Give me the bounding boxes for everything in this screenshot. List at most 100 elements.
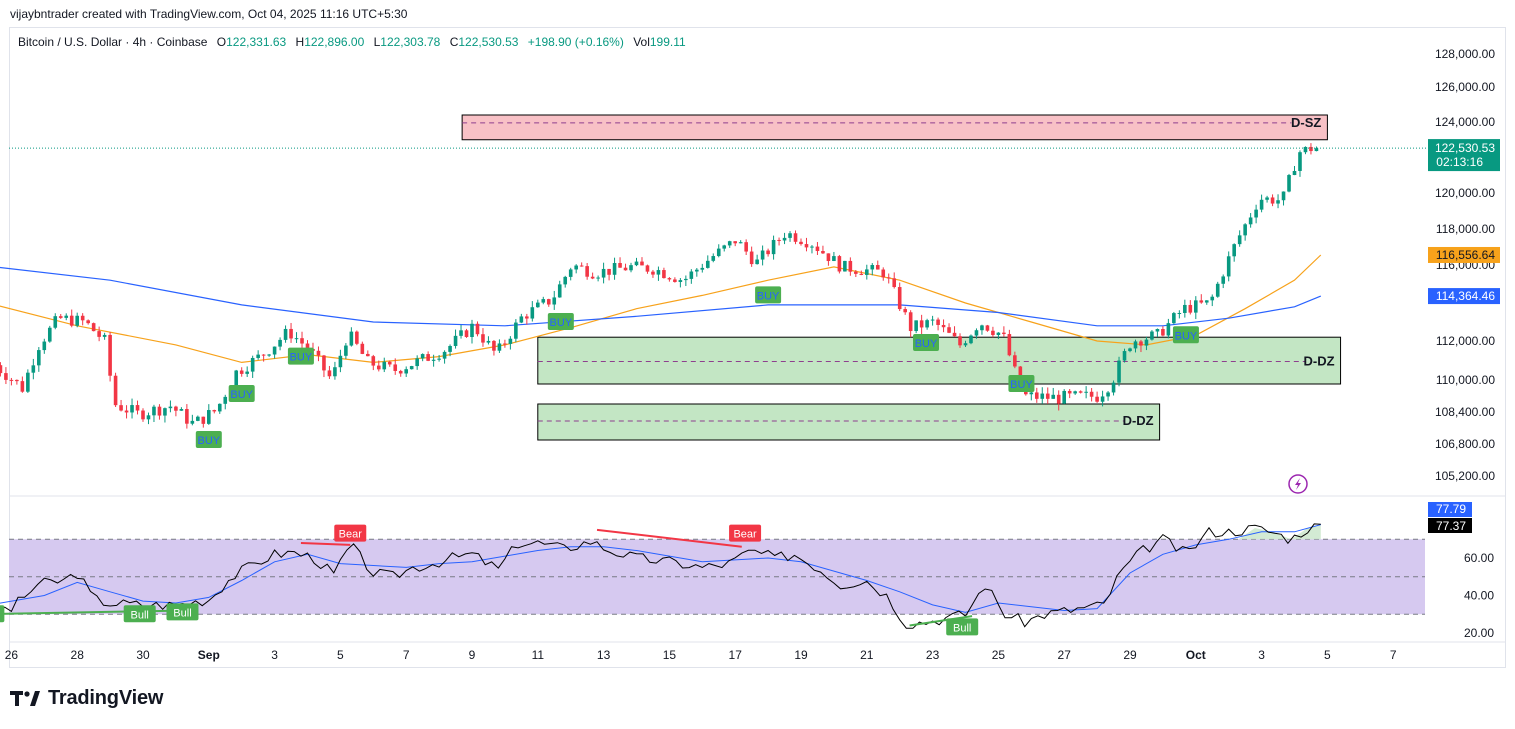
buy-signal[interactable]: BUY — [913, 333, 940, 351]
candle-body — [168, 406, 173, 409]
candle-body — [9, 379, 14, 381]
candle-body — [881, 269, 886, 278]
candle-body — [344, 345, 348, 356]
buy-signal[interactable]: BUY — [755, 286, 782, 304]
candle — [1128, 347, 1132, 353]
time-tick-label: 5 — [337, 648, 344, 662]
candle-body — [684, 278, 688, 281]
demand-zone[interactable] — [537, 403, 1161, 441]
symbol-title[interactable]: Bitcoin / U.S. Dollar · 4h · Coinbase — [18, 35, 208, 49]
bear-divergence-tag[interactable]: Bear — [729, 524, 762, 542]
candle-body — [947, 327, 951, 333]
candle-body — [508, 338, 513, 344]
lightning-icon[interactable] — [1288, 474, 1308, 494]
candle — [700, 263, 705, 273]
bull-divergence-tag[interactable]: Bull — [166, 603, 199, 621]
divergence-tag-box — [334, 524, 367, 542]
candle-body — [897, 287, 902, 310]
candle — [980, 324, 984, 335]
candle-body — [261, 354, 266, 356]
candle-body — [1161, 329, 1165, 336]
candle-body — [234, 370, 239, 388]
candle — [481, 328, 485, 347]
price-tick-label: 120,000.00 — [1435, 186, 1495, 200]
candle-body — [1215, 283, 1220, 297]
buy-signal-label: BUY — [1175, 330, 1198, 342]
candle — [119, 399, 123, 412]
candle — [881, 267, 886, 281]
candle-body — [673, 279, 677, 282]
candle — [843, 260, 847, 272]
candle-body — [190, 420, 195, 424]
candle-body — [371, 356, 376, 366]
candle-body — [497, 343, 502, 351]
bull-divergence-tag[interactable]: Bull — [946, 618, 979, 636]
candle-body — [272, 346, 277, 355]
candle-body — [760, 250, 765, 260]
candle-body — [113, 375, 118, 406]
demand-zone[interactable] — [537, 336, 1342, 385]
price-tick-label: 110,000.00 — [1436, 373, 1495, 387]
candle-body — [64, 315, 69, 318]
candle — [865, 264, 869, 280]
candle-body — [163, 408, 167, 416]
candle-body — [1111, 382, 1116, 393]
candle — [711, 253, 716, 263]
candle — [470, 319, 474, 344]
supply-zone[interactable] — [461, 114, 1328, 141]
buy-signal[interactable]: BUY — [195, 431, 222, 448]
open-value: 122,331.63 — [226, 35, 287, 49]
candle-body — [360, 343, 365, 354]
bear-divergence-tag[interactable]: Bear — [334, 524, 367, 542]
candle — [908, 310, 913, 338]
bull-divergence-tag[interactable]: Bull — [0, 605, 5, 623]
candle-body — [503, 343, 507, 345]
candle — [344, 343, 348, 359]
candle-body — [705, 260, 710, 268]
candle — [749, 246, 754, 267]
high-label: H — [295, 35, 305, 49]
candle — [1144, 336, 1149, 351]
candle — [322, 354, 326, 378]
candle-body — [245, 371, 249, 374]
candle — [1155, 328, 1160, 338]
candle-body — [135, 405, 140, 411]
candle-body — [1150, 331, 1154, 340]
buy-signal-box — [195, 431, 222, 448]
buy-signal[interactable]: BUY — [547, 313, 574, 330]
volume-label: Vol — [633, 35, 650, 49]
candle — [1161, 326, 1165, 337]
candle-body — [969, 335, 973, 344]
candle — [788, 231, 792, 242]
candle — [738, 240, 743, 244]
candle — [1194, 296, 1198, 320]
candle-body — [1314, 148, 1319, 152]
candle — [1007, 329, 1012, 357]
buy-signal[interactable]: BUY — [228, 385, 255, 402]
buy-signal[interactable]: BUY — [287, 347, 314, 365]
buy-signal[interactable]: BUY — [1172, 326, 1199, 344]
candle — [404, 366, 408, 377]
bull-divergence-tag[interactable]: Bull — [123, 605, 156, 623]
candle — [163, 407, 167, 423]
candle — [810, 245, 814, 254]
candle-body — [925, 320, 929, 328]
candle — [442, 350, 447, 364]
candle-body — [700, 267, 705, 270]
candle — [0, 362, 3, 377]
candle — [26, 369, 30, 393]
time-tick-label: 9 — [469, 648, 476, 662]
candle-body — [826, 253, 831, 262]
candle-body — [1155, 329, 1160, 332]
candle-body — [75, 315, 79, 326]
candle — [185, 404, 189, 429]
chart-frame[interactable] — [9, 27, 1506, 668]
candle — [1056, 390, 1061, 411]
candle-body — [810, 246, 814, 248]
candle-body — [250, 357, 255, 372]
buy-signal[interactable]: BUY — [1008, 375, 1035, 392]
candle-body — [618, 263, 622, 268]
candle — [695, 268, 699, 277]
candle-body — [1078, 391, 1083, 393]
